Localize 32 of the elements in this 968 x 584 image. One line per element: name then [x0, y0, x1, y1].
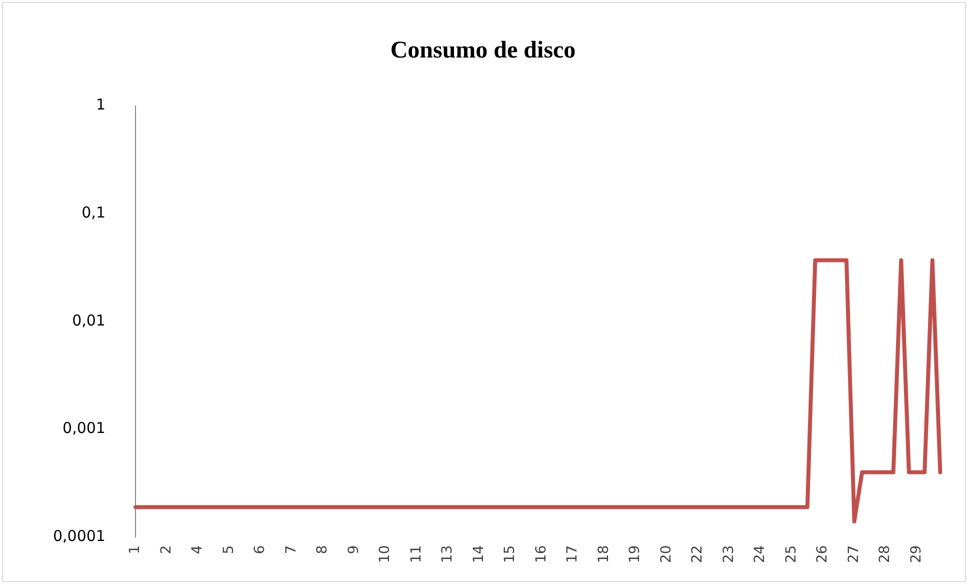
x-tick-label: 27: [846, 545, 862, 564]
x-tick-label: 2: [158, 545, 174, 554]
x-tick-label: 28: [877, 545, 894, 564]
x-tick-label: 19: [627, 545, 644, 564]
x-tick-label: 9: [346, 545, 362, 554]
x-tick-label: 1: [127, 545, 144, 554]
x-tick-label: 18: [596, 545, 612, 564]
chart-title: Consumo de disco: [390, 38, 576, 64]
x-tick-label: 8: [314, 545, 331, 554]
y-tick-label: 0,01: [72, 311, 106, 330]
x-tick-label: 26: [814, 545, 831, 564]
x-tick-label: 24: [752, 545, 768, 564]
x-tick-label: 11: [408, 545, 424, 564]
x-tick-label: 14: [470, 545, 487, 564]
y-tick-label: 0,0001: [52, 527, 106, 546]
x-tick-label: 17: [564, 545, 581, 564]
x-tick-label: 4: [190, 545, 206, 554]
x-tick-label: 10: [377, 545, 394, 564]
y-tick-label: 1: [96, 96, 106, 114]
x-tick-label: 15: [502, 545, 518, 564]
x-tick-label: 16: [533, 545, 550, 564]
x-tick-label: 6: [252, 545, 268, 554]
x-tick-label: 22: [690, 545, 706, 564]
x-tick-label: 23: [720, 545, 737, 564]
x-tick-label: 25: [783, 545, 800, 564]
x-tick-label: 13: [440, 545, 456, 564]
y-tick-label: 0,1: [82, 204, 106, 222]
y-tick-label: 0,001: [62, 419, 106, 438]
x-tick-label: 7: [283, 545, 300, 554]
x-tick-label: 20: [658, 545, 674, 564]
x-tick-label: 5: [220, 545, 237, 554]
x-tick-label: 29: [908, 545, 924, 564]
